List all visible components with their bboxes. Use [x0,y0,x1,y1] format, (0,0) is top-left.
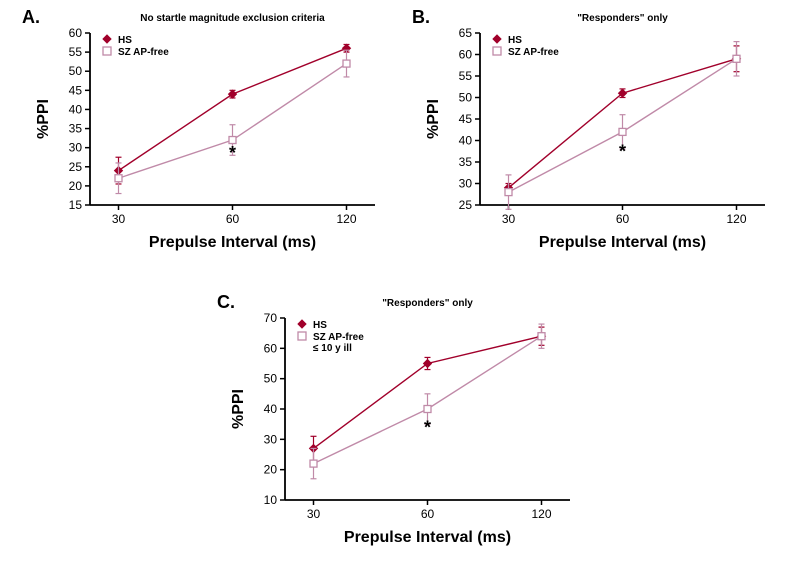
y-tick-label: 30 [69,141,83,155]
legend-label: HS [508,35,522,46]
y-tick-label: 40 [264,402,278,416]
y-tick-label: 35 [69,122,83,136]
marker-diamond-legend [493,35,501,43]
legend-label: SZ AP-free [313,332,364,343]
x-axis-label: Prepulse Interval (ms) [149,234,316,251]
y-axis-label: %PPI [425,99,442,139]
marker-square-SZ [505,189,512,196]
y-tick-label: 15 [69,198,83,212]
y-tick-label: 30 [459,177,473,191]
marker-diamond-legend [298,320,306,328]
y-tick-label: 55 [69,45,83,59]
y-tick-label: 60 [459,48,473,62]
marker-square-SZ [343,60,350,67]
y-axis-label: %PPI [35,99,52,139]
marker-square-SZ [115,175,122,182]
y-tick-label: 40 [69,102,83,116]
chart-title: "Responders" only [577,13,668,24]
y-tick-label: 45 [69,83,83,97]
marker-diamond-legend [103,35,111,43]
y-tick-label: 25 [459,198,473,212]
y-tick-label: 60 [69,26,83,40]
marker-square-legend [103,47,111,55]
x-axis-label: Prepulse Interval (ms) [344,529,511,546]
marker-square-SZ [538,333,545,340]
legend-label: SZ AP-free [508,47,559,58]
marker-square-SZ [733,55,740,62]
x-tick-label: 120 [336,212,356,226]
x-tick-label: 60 [616,212,630,226]
y-tick-label: 10 [264,493,278,507]
y-tick-label: 60 [264,341,278,355]
x-tick-label: 30 [307,507,321,521]
legend-label: SZ AP-free [118,47,169,58]
chart-title: "Responders" only [382,298,473,309]
panel-label: C. [217,292,235,312]
y-axis-label: %PPI [230,389,247,429]
marker-square-legend [493,47,501,55]
chart-panel-a: A. No startle magnitude exclusion criteri… [20,5,390,260]
x-tick-label: 60 [421,507,435,521]
x-tick-label: 120 [531,507,551,521]
y-tick-label: 70 [264,311,278,325]
y-tick-label: 40 [459,134,473,148]
y-tick-label: 50 [264,372,278,386]
marker-square-SZ [310,460,317,467]
x-tick-label: 60 [226,212,240,226]
marker-square-SZ [424,406,431,413]
legend-label: HS [313,320,327,331]
y-tick-label: 45 [459,112,473,126]
marker-square-SZ [619,128,626,135]
marker-square-legend [298,332,306,340]
y-tick-label: 50 [69,64,83,78]
chart-panel-c: C. "Responders" only 10 20 30 40 50 60 70 30 60 120… [215,290,585,555]
marker-diamond-HS [229,90,237,98]
significance-annotation: * [619,142,626,162]
y-tick-label: 65 [459,26,473,40]
chart-panel-b: B. "Responders" only 25 30 35 40 45 50 55 60 65 30 6… [410,5,780,260]
y-tick-label: 55 [459,69,473,83]
panel-label: A. [22,7,40,27]
y-tick-label: 20 [69,179,83,193]
significance-annotation: * [424,417,431,437]
y-tick-label: 35 [459,155,473,169]
chart-title: No startle magnitude exclusion criteria [140,13,325,24]
x-tick-label: 30 [502,212,516,226]
y-tick-label: 50 [459,91,473,105]
y-tick-label: 25 [69,160,83,174]
y-tick-label: 20 [264,463,278,477]
x-tick-label: 120 [726,212,746,226]
x-tick-label: 30 [112,212,126,226]
x-axis-label: Prepulse Interval (ms) [539,234,706,251]
panel-label: B. [412,7,430,27]
significance-annotation: * [229,143,236,163]
y-tick-label: 30 [264,432,278,446]
legend-label: HS [118,35,132,46]
legend-label: ≤ 10 y ill [313,343,352,354]
